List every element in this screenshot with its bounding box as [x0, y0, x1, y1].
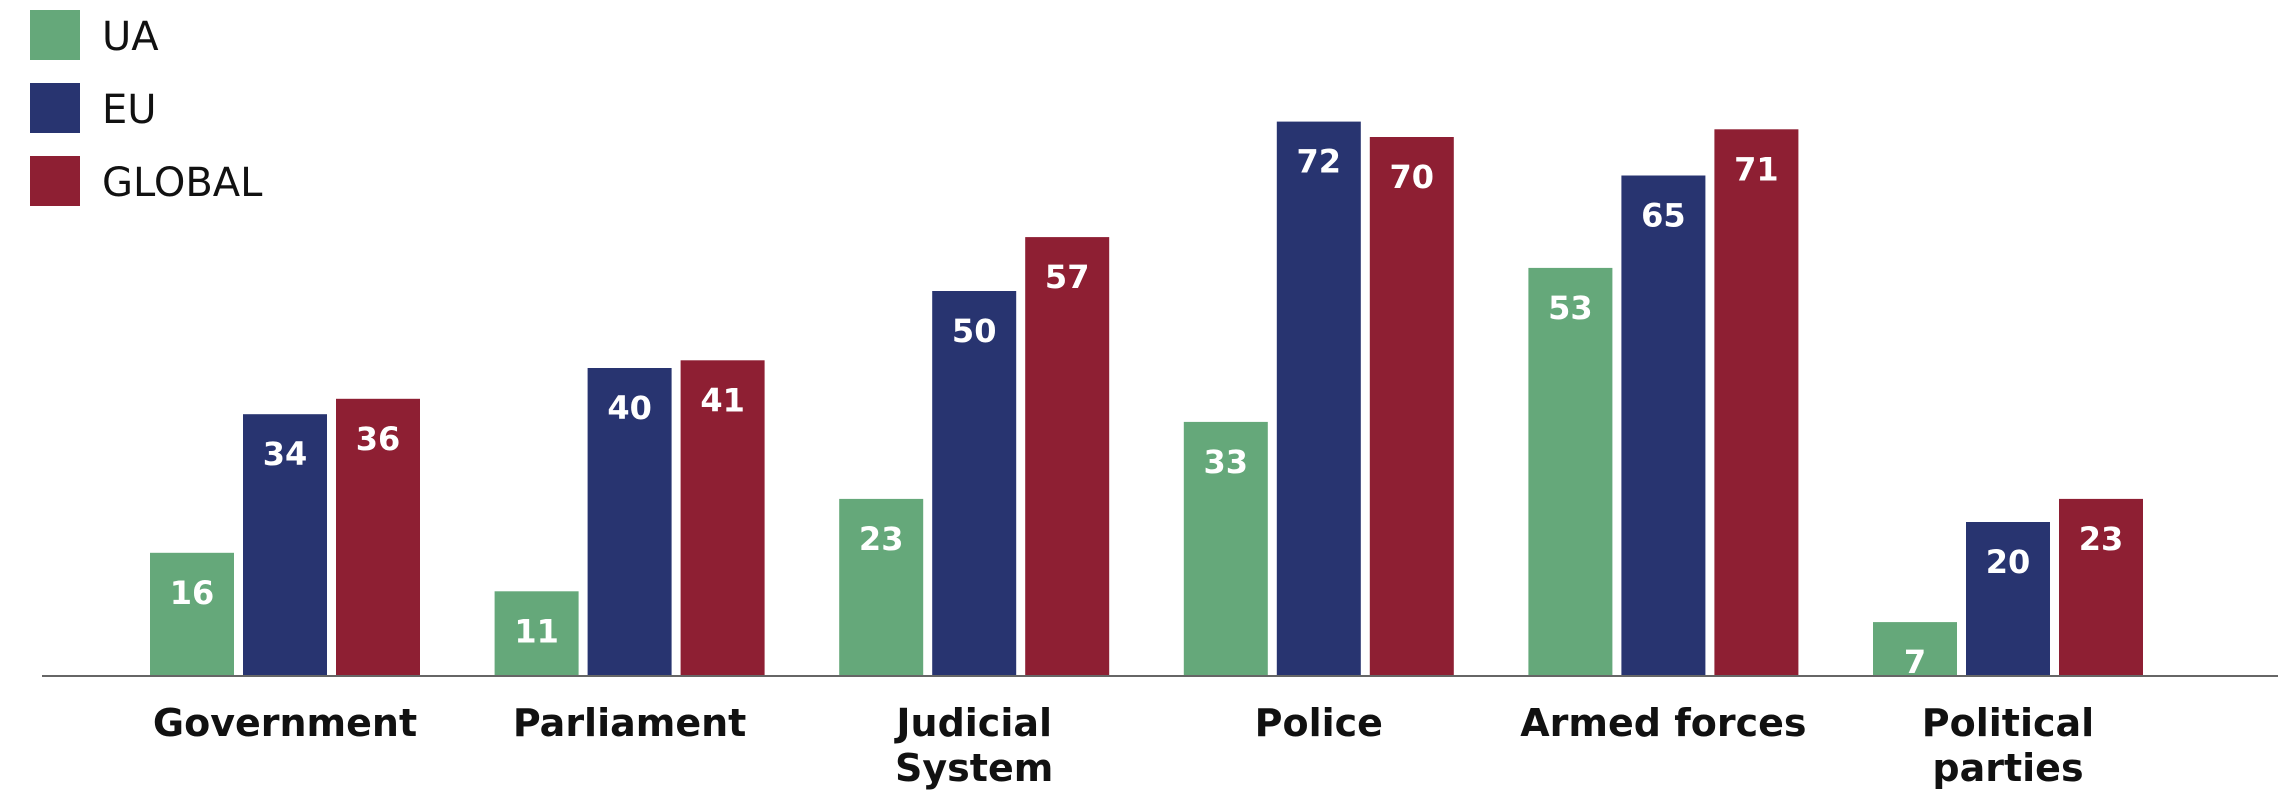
- bar-global-5: [2059, 498, 2143, 676]
- category-label-4: Armed forces: [1520, 701, 1806, 745]
- bar-eu-1: [587, 368, 672, 676]
- bar-global-4: [1714, 129, 1799, 677]
- value-label-global-2: 57: [1045, 258, 1090, 296]
- category-label-3: Police: [1255, 701, 1383, 745]
- category-label-2: Judicial System: [893, 701, 1053, 790]
- bar-eu-3: [1276, 121, 1361, 677]
- value-label-ua-3: 33: [1204, 443, 1249, 481]
- bar-eu-4: [1621, 175, 1706, 676]
- value-label-eu-0: 34: [263, 435, 308, 473]
- bar-ua-5: [1873, 622, 1957, 676]
- value-label-ua-1: 11: [514, 612, 559, 650]
- bar-ua-0: [150, 552, 234, 676]
- value-label-global-0: 36: [356, 420, 401, 458]
- value-label-ua-5: 7: [1904, 643, 1926, 681]
- value-label-global-1: 41: [700, 381, 745, 419]
- bar-global-3: [1369, 137, 1454, 676]
- bar-ua-3: [1183, 421, 1268, 676]
- value-label-eu-4: 65: [1641, 197, 1686, 235]
- value-label-global-4: 71: [1734, 150, 1779, 188]
- legend-swatch-global: [30, 156, 80, 206]
- category-label-5: Political parties: [1922, 701, 2094, 790]
- value-label-global-3: 70: [1390, 158, 1435, 196]
- bars: [150, 121, 2143, 677]
- bar-eu-2: [932, 291, 1017, 676]
- bar-global-2: [1025, 237, 1110, 676]
- bar-ua-1: [494, 591, 579, 676]
- bar-global-1: [680, 360, 765, 676]
- value-label-eu-5: 20: [1986, 543, 2031, 581]
- value-label-ua-2: 23: [859, 520, 904, 558]
- bar-eu-5: [1966, 522, 2050, 676]
- legend-swatch-eu: [30, 83, 80, 133]
- bar-global-0: [336, 398, 420, 676]
- bar-ua-4: [1528, 267, 1613, 676]
- value-label-ua-4: 53: [1548, 289, 1593, 327]
- legend: UA EU GLOBAL: [30, 10, 263, 206]
- category-label-0: Government: [153, 701, 417, 745]
- value-labels: 16 34 36 11 40 41 23 50 57 33 72 70 53 65 71 7 20 23: [170, 143, 2124, 681]
- bar-ua-2: [839, 498, 924, 676]
- value-label-ua-0: 16: [170, 574, 215, 612]
- category-labels: Government Parliament Judicial System Police…: [153, 701, 2094, 790]
- value-label-eu-3: 72: [1297, 143, 1342, 181]
- bar-eu-0: [243, 414, 327, 676]
- value-label-eu-1: 40: [607, 389, 652, 427]
- legend-swatch-ua: [30, 10, 80, 60]
- value-label-global-5: 23: [2079, 520, 2124, 558]
- value-label-eu-2: 50: [952, 312, 997, 350]
- legend-label-ua: UA: [102, 14, 159, 60]
- category-label-1: Parliament: [513, 701, 747, 745]
- legend-label-eu: EU: [102, 87, 157, 133]
- legend-label-global: GLOBAL: [102, 160, 263, 206]
